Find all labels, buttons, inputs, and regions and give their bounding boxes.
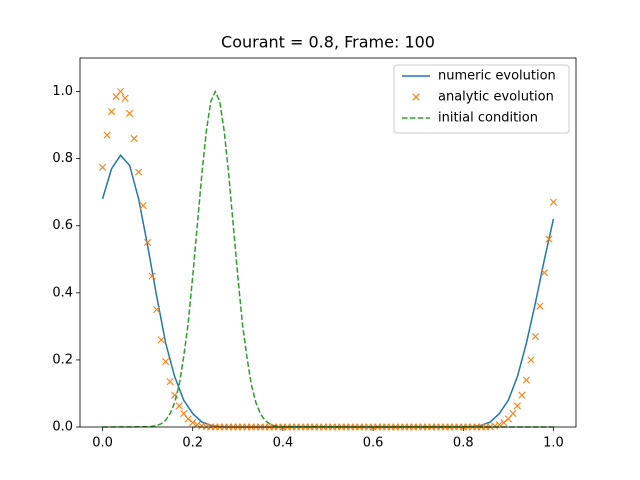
marker [175,402,183,410]
x-tick-label: 0.4 [273,436,294,451]
marker [130,134,138,143]
legend-marker [412,93,420,101]
marker [522,376,530,384]
marker [527,356,535,364]
marker [157,336,165,344]
marker [549,198,558,206]
x-tick-label: 1.0 [543,436,564,451]
y-tick-label: 0.0 [52,420,73,435]
marker [148,272,156,280]
marker [504,415,512,423]
x-tick-label: 0.0 [92,436,113,451]
chart-title: Courant = 0.8, Frame: 100 [221,33,435,52]
marker [180,409,188,418]
marker [116,87,125,96]
y-tick-label: 0.4 [52,285,73,300]
marker [536,302,544,310]
legend-label: numeric evolution [438,69,556,84]
marker [166,378,174,386]
y-tick-label: 0.2 [52,352,73,367]
marker [135,168,143,176]
marker [171,391,179,399]
marker [144,238,152,247]
y-tick-label: 0.6 [52,218,73,233]
marker [126,109,134,117]
y-tick-label: 0.8 [52,151,73,166]
marker [518,391,526,399]
x-tick-label: 0.6 [363,436,384,451]
legend-box [393,64,570,134]
marker [491,422,499,430]
marker [531,332,540,341]
marker [540,269,549,277]
marker [513,402,521,410]
x-tick-label: 0.8 [453,436,474,451]
x-tick-label: 0.2 [182,436,203,451]
axes-frame [79,57,577,428]
y-tick-label: 1.0 [52,84,73,99]
marker [121,94,129,102]
line [102,89,554,428]
marker [103,131,111,139]
legend-label: analytic evolution [438,90,554,105]
marker [153,306,161,314]
legend-label: initial condition [438,111,538,126]
legend: numeric evolution analytic evolution initi… [393,64,570,134]
marker [189,419,197,427]
marker [98,163,107,171]
marker [139,202,147,210]
marker [162,357,170,366]
marker [545,235,553,243]
marker [500,419,508,427]
marker [107,108,116,116]
marker [184,415,192,423]
marker [509,409,517,418]
